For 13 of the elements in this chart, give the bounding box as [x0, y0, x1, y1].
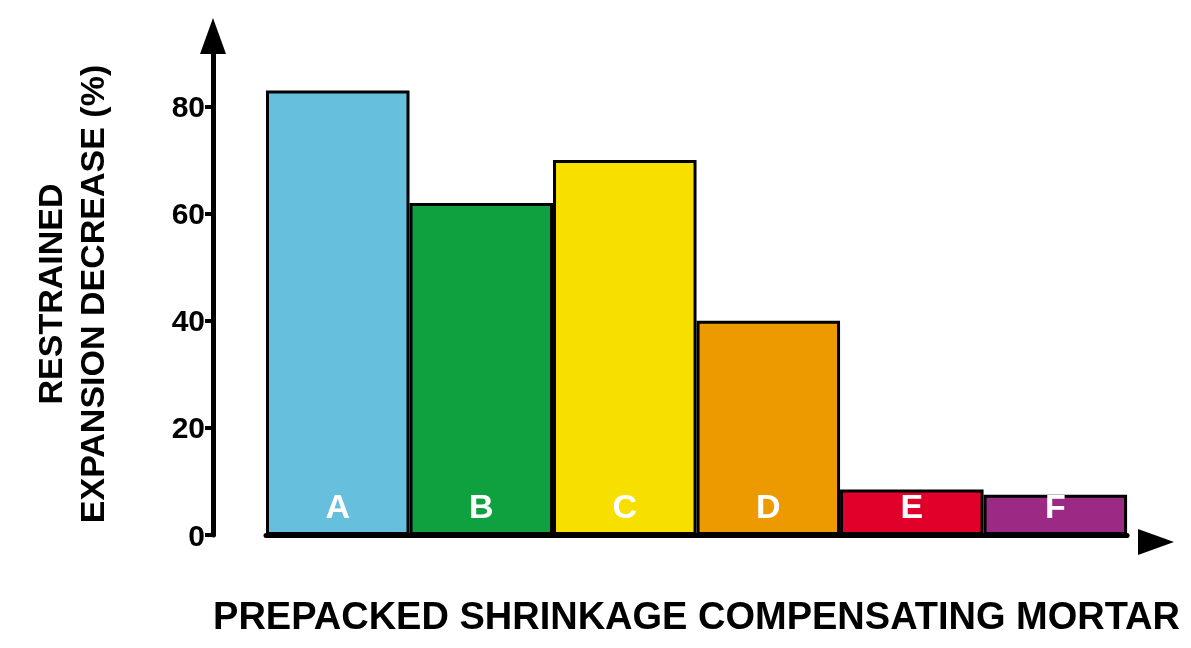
y-axis-title: RESTRAINED EXPANSION DECREASE (%) [31, 64, 111, 524]
y-tick-label: 80 [171, 90, 205, 124]
y-tick-label: 20 [171, 411, 205, 445]
x-axis-title: PREPACKED SHRINKAGE COMPENSATING MORTAR [213, 595, 1180, 637]
y-tick-label: 40 [171, 304, 205, 338]
x-tick-label: D [756, 487, 781, 525]
x-tick-label: B [468, 487, 494, 525]
x-tick-label: A [325, 487, 351, 525]
y-tick-label: 0 [188, 518, 205, 552]
x-tick-label: C [612, 487, 638, 525]
x-tick-label: E [900, 487, 924, 525]
y-tick-label: 60 [171, 197, 205, 231]
x-tick-label: F [1044, 487, 1066, 525]
